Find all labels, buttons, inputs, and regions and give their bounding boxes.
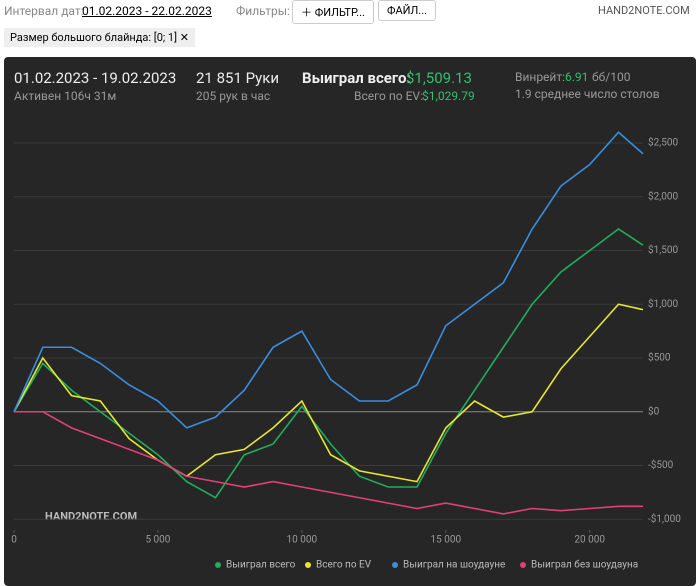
hands-rate: 205 рук в час bbox=[196, 89, 271, 103]
filter-button[interactable]: ＋ ФИЛЬТР... bbox=[292, 0, 374, 24]
legend-label: Всего по EV bbox=[316, 560, 372, 571]
chip[interactable]: Размер большого блайнда: [0; 1] ✕ bbox=[4, 28, 195, 47]
legend-label: Выиграл всего bbox=[226, 560, 296, 571]
winrate-unit: бб/100 bbox=[592, 70, 631, 84]
date-label: Интервал дат: bbox=[4, 4, 84, 18]
logo: HAND2NOTE.COM bbox=[598, 4, 690, 17]
legend-label: Выиграл на шоудауне bbox=[403, 560, 505, 571]
legend-swatch bbox=[520, 562, 526, 568]
hands: 21 851 Руки bbox=[196, 69, 280, 87]
ev-label: Всего по EV: bbox=[354, 89, 423, 103]
x-tick-label: 10 000 bbox=[287, 535, 318, 546]
y-tick-label: -$1,000 bbox=[648, 512, 681, 525]
ev-value: $1,029.79 bbox=[422, 89, 475, 103]
panel: 01.02.2023 - 19.02.2023 Активен 106ч 31м… bbox=[4, 57, 696, 586]
chip-text: Размер большого блайнда: [0; 1] bbox=[10, 31, 178, 44]
y-tick-label: $2,500 bbox=[648, 136, 678, 149]
series-line bbox=[13, 131, 644, 429]
won-value: $1,509.13 bbox=[406, 69, 472, 87]
legend-swatch bbox=[305, 562, 311, 568]
won-label: Выиграл всего: bbox=[302, 69, 411, 87]
y-tick-label: -$500 bbox=[648, 458, 674, 471]
series-line bbox=[13, 228, 644, 499]
filters-label: Фильтры: bbox=[236, 4, 290, 18]
tables: 1.9 среднее число столов bbox=[515, 87, 660, 101]
legend-swatch bbox=[215, 562, 221, 568]
file-button[interactable]: ФАЙЛ... bbox=[378, 0, 437, 21]
y-tick-label: $2,000 bbox=[648, 189, 678, 202]
period: 01.02.2023 - 19.02.2023 bbox=[14, 69, 177, 87]
date-range[interactable]: 01.02.2023 - 22.02.2023 bbox=[82, 4, 212, 18]
y-tick-label: $0 bbox=[648, 404, 660, 417]
x-tick-label: 5 000 bbox=[145, 535, 170, 546]
legend-label: Выиграл без шоудауна bbox=[531, 559, 638, 571]
series-line bbox=[13, 303, 644, 483]
y-tick-label: $500 bbox=[648, 351, 671, 364]
series-line bbox=[14, 410, 643, 515]
winrate-value: 6.91 bbox=[565, 70, 589, 84]
x-tick-label: 20 000 bbox=[574, 535, 605, 546]
filter-text: ФИЛЬТР... bbox=[314, 6, 365, 19]
x-tick-label: 0 bbox=[11, 535, 17, 546]
active: Активен 106ч 31м bbox=[14, 89, 117, 103]
legend-swatch bbox=[392, 562, 398, 568]
y-tick-label: $1,500 bbox=[648, 243, 678, 256]
watermark: HAND2NOTE.COM bbox=[45, 510, 137, 523]
y-tick-label: $1,000 bbox=[648, 297, 678, 310]
x-tick-label: 15 000 bbox=[430, 535, 461, 546]
winrate-label: Винрейт: bbox=[515, 70, 566, 84]
